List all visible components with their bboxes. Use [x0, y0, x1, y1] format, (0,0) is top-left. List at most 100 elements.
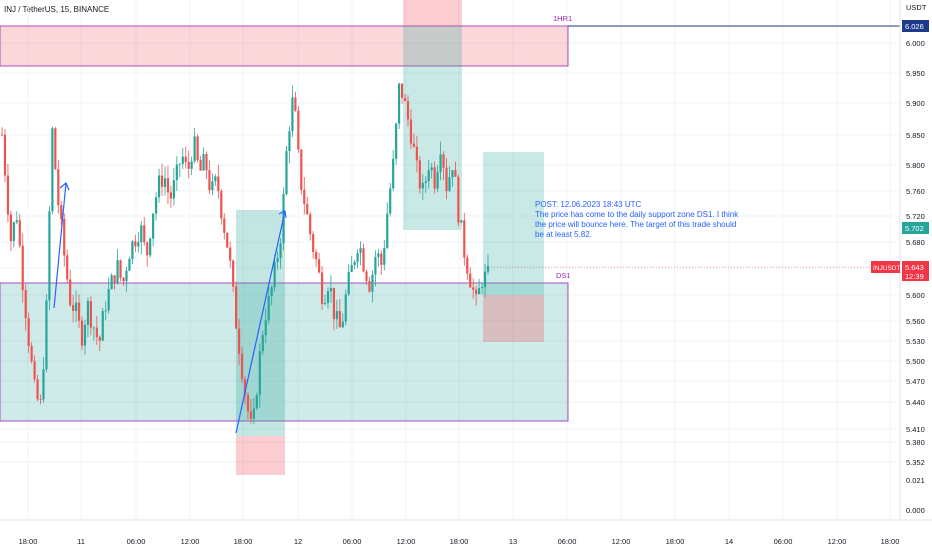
candle-body [421, 182, 424, 189]
candle-body [249, 411, 253, 419]
candle-body [128, 258, 131, 271]
y-tick-label: 5.560 [906, 317, 925, 326]
y-tick-label: 5.380 [906, 438, 925, 447]
candle-body [3, 134, 7, 176]
candle-body [486, 265, 490, 272]
candle-body [154, 197, 158, 214]
countdown-text: 12:39 [905, 272, 924, 281]
candle-body [39, 399, 42, 400]
candle-body [6, 175, 10, 215]
candle-body [380, 253, 383, 265]
candle-body [220, 191, 223, 219]
zone-ds1-rect[interactable] [0, 282, 569, 422]
x-tick-label: 11 [77, 537, 85, 546]
y-tick-label: 5.850 [906, 131, 925, 140]
candle-body [24, 290, 27, 319]
trade-1-stop[interactable] [483, 295, 544, 342]
candle-body [451, 170, 454, 178]
y-tick-label: 5.470 [906, 377, 925, 386]
candle-body [285, 151, 288, 195]
candle-body [395, 123, 398, 159]
candle-body [42, 369, 45, 400]
y-tick-label: 0.021 [906, 476, 925, 485]
zone-1hr-rect[interactable] [0, 25, 569, 67]
candle-body [181, 156, 184, 164]
candle-body [45, 300, 48, 370]
candle-body [235, 286, 238, 329]
x-tick-label: 06:00 [558, 537, 577, 546]
candle-body [288, 131, 291, 152]
candle-body [143, 225, 146, 243]
trade-2-stop[interactable] [236, 436, 285, 475]
candle-body [480, 287, 484, 289]
x-tick-label: 06:00 [774, 537, 793, 546]
x-tick-label: 12:00 [181, 537, 200, 546]
candle-body [317, 259, 321, 273]
candle-body [338, 310, 341, 328]
candle-body [74, 302, 78, 311]
y-tick-label: 6.000 [906, 39, 925, 48]
candle-body [134, 241, 137, 247]
candle-body [205, 154, 208, 171]
x-tick-label: 12 [294, 537, 302, 546]
candle-body [217, 176, 220, 192]
x-axis-ticks: 18:00 11 06:00 12:00 18:00 12 06:00 12:00 18:00 1… [19, 537, 900, 546]
y-tick-label: 5.352 [906, 458, 925, 467]
candle-body [140, 225, 143, 243]
candle-body [427, 170, 430, 182]
candle-body [430, 167, 433, 171]
candle-body [15, 220, 18, 223]
trade-3-target[interactable] [403, 26, 462, 230]
y-tick-label: 5.500 [906, 357, 925, 366]
candle-body [36, 379, 39, 400]
trade-3-stop[interactable] [403, 0, 462, 26]
candle-body [472, 287, 475, 290]
candle-body [187, 162, 190, 169]
candle-body [80, 320, 84, 346]
last-price-tag [902, 261, 929, 281]
candle-body [389, 188, 392, 214]
candle-body [149, 238, 152, 256]
candle-body [270, 287, 273, 296]
candle-body [160, 175, 164, 187]
candle-body [436, 172, 439, 189]
x-tick-label: 18:00 [234, 537, 253, 546]
candle-body [107, 289, 110, 311]
arrow-head-1 [59, 182, 70, 191]
y-tick-label: 5.950 [906, 69, 925, 78]
candle-body [469, 273, 472, 288]
candle-body [326, 291, 330, 303]
candle-body [371, 274, 374, 292]
candle-body [252, 408, 255, 419]
candle-body [392, 158, 395, 189]
candle-body [294, 97, 297, 111]
candle-body [383, 247, 386, 265]
candle-body [54, 128, 57, 170]
candle-body [172, 180, 175, 199]
candle-body [69, 279, 72, 306]
candle-body [335, 310, 338, 320]
x-tick-label: 18:00 [450, 537, 469, 546]
candles-group [0, 82, 490, 425]
candle-body [320, 272, 324, 305]
candle-body [92, 327, 95, 329]
candle-body [418, 160, 421, 189]
candle-body [362, 248, 365, 272]
y-tick-label: 5.600 [906, 291, 925, 300]
candle-body [397, 83, 401, 124]
candle-body [463, 220, 466, 258]
candle-body [442, 154, 445, 168]
candle-body [454, 170, 457, 177]
candle-body [193, 136, 196, 162]
candle-body [483, 271, 487, 288]
candle-body [406, 101, 410, 120]
candle-body [119, 260, 122, 278]
candle-body [169, 192, 173, 199]
candle-body [329, 287, 333, 292]
x-tick-label: 06:00 [127, 537, 146, 546]
arrows-group [53, 182, 287, 434]
last-price-text: 5.643 [905, 263, 924, 272]
trade-1-target[interactable] [483, 152, 544, 295]
candle-body [315, 252, 318, 260]
